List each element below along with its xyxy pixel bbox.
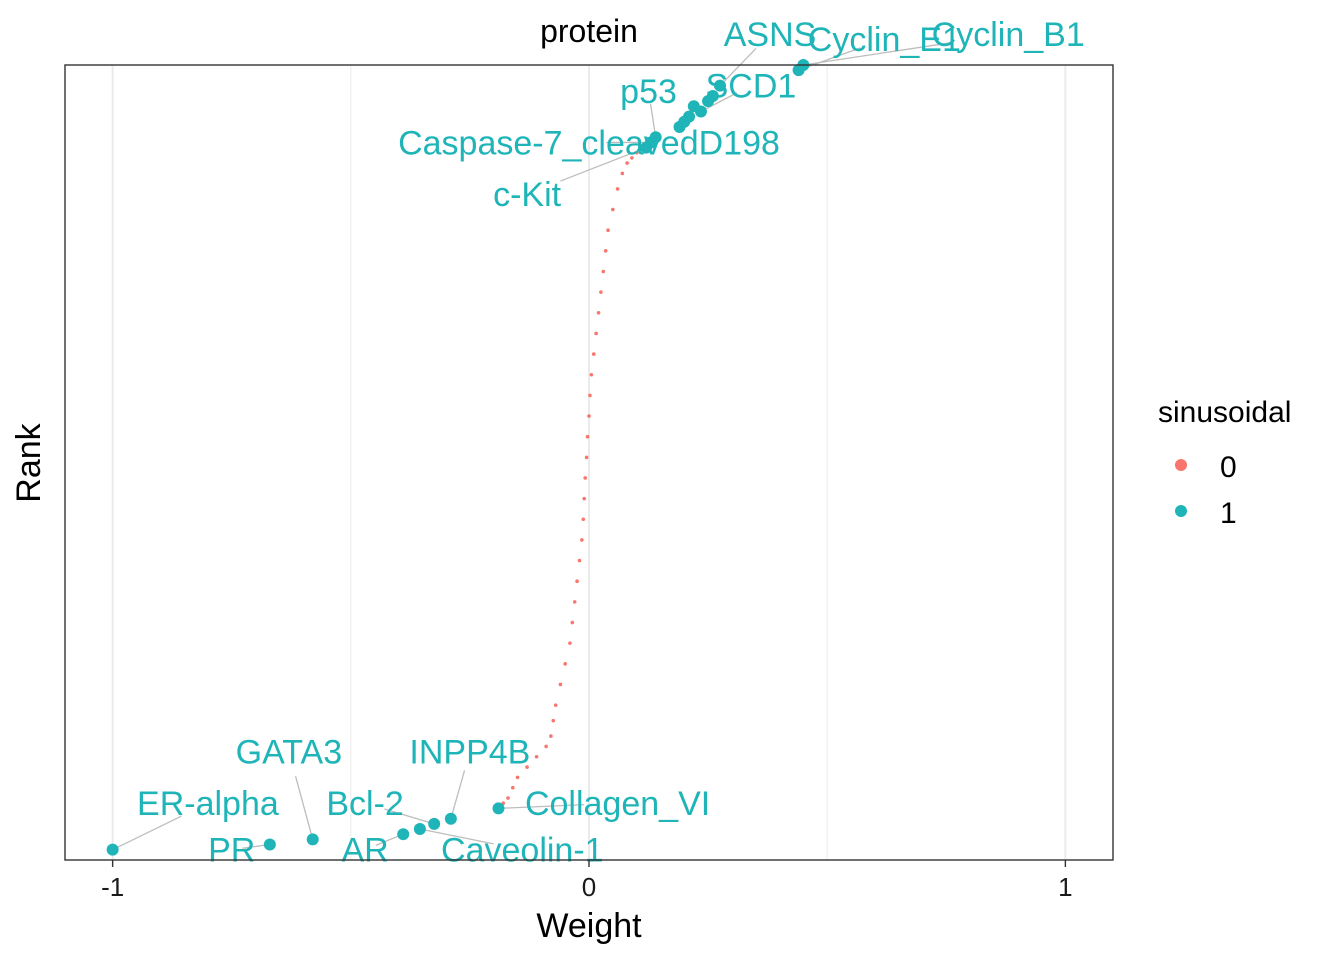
data-point-sinusoidal-0 (525, 765, 529, 769)
data-point-sinusoidal-0 (544, 744, 548, 749)
chart-title: protein (540, 13, 638, 49)
leader-line-gata3 (294, 775, 314, 840)
point-label-gata3: GATA3 (236, 734, 342, 772)
point-label-collagen-vi: Collagen_VI (525, 785, 710, 823)
leader-line-inpp4b (450, 770, 466, 819)
data-point-sinusoidal-1 (706, 89, 719, 102)
data-point-sinusoidal-0 (589, 372, 594, 377)
data-point-sinusoidal-0 (615, 187, 620, 191)
data-point-sinusoidal-0 (591, 352, 596, 356)
data-point-sinusoidal-0 (630, 156, 634, 160)
data-point-sinusoidal-0 (584, 455, 589, 460)
leader-line-caveolin-1 (419, 828, 494, 845)
leader-line-asns (719, 48, 757, 87)
data-point-sinusoidal-0 (587, 414, 591, 418)
data-point-sinusoidal-0 (581, 517, 586, 522)
data-point-sinusoidal-0 (515, 775, 520, 780)
point-label-cyclin-b1: Cyclin_B1 (932, 16, 1085, 54)
leader-lines (112, 42, 951, 851)
data-point-sinusoidal-0 (549, 734, 553, 738)
data-point-bcl-2 (428, 817, 441, 830)
data-point-sinusoidal-0 (603, 249, 608, 253)
data-point-sinusoidal-0 (551, 718, 556, 723)
data-point-inpp4b (444, 812, 457, 825)
data-point-sinusoidal-0 (534, 754, 539, 759)
red-points (501, 150, 639, 806)
legend: sinusoidal 0 1 (1158, 396, 1291, 530)
point-label-pr: PR (208, 832, 255, 870)
leader-line-cyclin-b1 (803, 42, 951, 66)
point-label-bcl-2: Bcl-2 (326, 785, 403, 823)
data-point-sinusoidal-0 (583, 476, 587, 480)
data-point-sinusoidal-0 (601, 269, 606, 274)
leader-line-collagen-vi (498, 804, 585, 810)
point-label-scd1: SCD1 (706, 68, 797, 106)
point-label-cyclin-e1: Cyclin_E1 (808, 21, 961, 59)
data-point-sinusoidal-0 (594, 331, 598, 336)
data-point-sinusoidal-0 (572, 600, 577, 604)
x-tick-label: -1 (101, 872, 124, 902)
leader-line-c-kit (560, 146, 647, 182)
data-point-sinusoidal-0 (625, 161, 629, 165)
point-label-caspase-7-cleavedd198: Caspase-7_cleavedD198 (398, 124, 780, 162)
x-tick-label: 1 (1058, 872, 1072, 902)
point-label-er-alpha: ER-alpha (137, 785, 279, 823)
data-point-sinusoidal-0 (510, 785, 515, 790)
legend-key-1 (1175, 505, 1187, 517)
data-point-sinusoidal-0 (563, 662, 567, 666)
data-point-sinusoidal-0 (611, 207, 615, 212)
grid (111, 65, 1067, 860)
data-point-sinusoidal-0 (620, 171, 625, 176)
legend-key-0 (1175, 459, 1187, 471)
point-label-c-kit: c-Kit (493, 176, 562, 214)
data-point-sinusoidal-0 (599, 290, 603, 294)
data-point-asns (714, 79, 726, 92)
y-axis-title: Rank (10, 422, 48, 502)
data-point-gata3 (306, 833, 319, 846)
data-point-er-alpha (106, 843, 119, 856)
legend-title: sinusoidal (1158, 396, 1291, 429)
data-point-scd1 (694, 105, 707, 118)
data-point-sinusoidal-0 (588, 393, 592, 398)
x-tick-label: 0 (582, 872, 596, 902)
data-point-sinusoidal-0 (634, 150, 639, 155)
blue-points (106, 59, 810, 856)
point-label-ar: AR (341, 832, 388, 870)
data-point-caveolin-1 (413, 823, 426, 836)
data-point-sinusoidal-0 (606, 228, 610, 232)
leader-line-bcl-2 (384, 808, 435, 825)
x-ticks: -1 0 1 (101, 860, 1073, 902)
data-point-sinusoidal-0 (558, 682, 563, 687)
data-point-pr (263, 838, 276, 851)
data-point-sinusoidal-0 (580, 538, 584, 542)
x-axis-title: Weight (536, 907, 642, 945)
legend-label-0: 0 (1220, 451, 1237, 484)
data-point-sinusoidal-0 (553, 703, 558, 707)
data-point-collagen-vi (492, 802, 505, 815)
data-point-sinusoidal-0 (575, 579, 579, 584)
point-label-asns: ASNS (724, 16, 817, 54)
point-label-caveolin-1: Caveolin-1 (441, 832, 604, 870)
data-point-sinusoidal-0 (570, 620, 575, 625)
data-point-sinusoidal-0 (577, 558, 582, 563)
data-point-sinusoidal-0 (506, 796, 510, 800)
point-label-inpp4b: INPP4B (409, 734, 530, 772)
data-point-sinusoidal-1 (683, 110, 696, 123)
data-point-sinusoidal-0 (596, 310, 601, 315)
data-point-ar (397, 828, 410, 841)
point-label-p53: p53 (620, 73, 677, 111)
leader-line-er-alpha (112, 815, 182, 851)
data-point-sinusoidal-0 (568, 641, 572, 645)
leader-line-scd1 (700, 92, 738, 113)
legend-label-1: 1 (1220, 497, 1237, 530)
data-point-sinusoidal-0 (585, 434, 590, 439)
data-point-sinusoidal-0 (582, 496, 587, 501)
data-point-p53 (649, 131, 662, 144)
